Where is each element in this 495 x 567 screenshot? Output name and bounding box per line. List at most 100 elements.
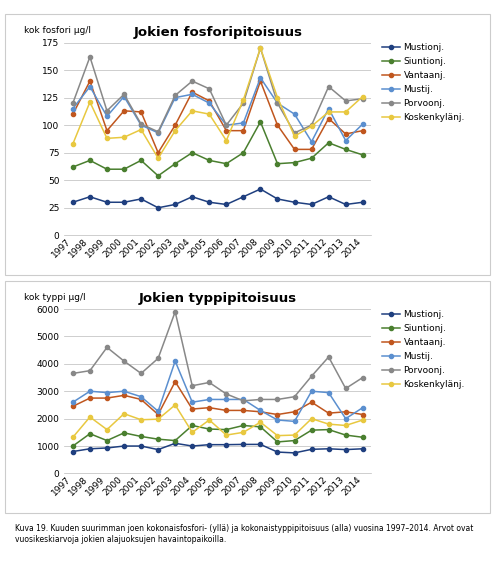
Koskenkylänj. xyxy=(121,411,127,417)
Porvoonj. xyxy=(308,122,314,129)
Koskenkylänj. xyxy=(189,107,195,114)
Vantaanj. xyxy=(87,395,93,401)
Koskenkylänj. xyxy=(206,417,212,424)
Mustij. xyxy=(257,74,263,81)
Koskenkylänj. xyxy=(189,429,195,435)
Koskenkylänj. xyxy=(292,431,297,438)
Mustionj. xyxy=(308,446,314,452)
Koskenkylänj. xyxy=(241,429,247,435)
Vantaanj. xyxy=(360,411,366,418)
Porvoonj. xyxy=(138,370,144,377)
Porvoonj. xyxy=(360,374,366,381)
Vantaanj. xyxy=(104,395,110,401)
Vantaanj. xyxy=(257,408,263,415)
Mustionj. xyxy=(172,201,178,208)
Porvoonj. xyxy=(308,373,314,379)
Koskenkylänj. xyxy=(326,108,332,115)
Porvoonj. xyxy=(343,385,348,392)
Mustionj. xyxy=(155,446,161,453)
Siuntionj. xyxy=(138,157,144,164)
Siuntionj. xyxy=(189,149,195,156)
Mustionj. xyxy=(206,199,212,206)
Koskenkylänj. xyxy=(104,135,110,142)
Vantaanj. xyxy=(189,88,195,95)
Line: Mustij.: Mustij. xyxy=(71,75,365,144)
Porvoonj. xyxy=(189,78,195,84)
Mustionj. xyxy=(360,199,366,206)
Vantaanj. xyxy=(326,410,332,417)
Vantaanj. xyxy=(343,408,348,415)
Porvoonj. xyxy=(155,355,161,362)
Vantaanj. xyxy=(308,399,314,405)
Vantaanj. xyxy=(155,149,161,156)
Siuntionj. xyxy=(275,160,281,167)
Vantaanj. xyxy=(121,392,127,399)
Vantaanj. xyxy=(87,78,93,84)
Mustij. xyxy=(104,113,110,120)
Line: Mustij.: Mustij. xyxy=(71,359,365,424)
Porvoonj. xyxy=(326,354,332,361)
Siuntionj. xyxy=(70,164,76,171)
Siuntionj. xyxy=(275,438,281,445)
Mustionj. xyxy=(257,185,263,192)
Mustij. xyxy=(121,93,127,100)
Porvoonj. xyxy=(206,86,212,92)
Mustionj. xyxy=(257,441,263,448)
Mustij. xyxy=(189,399,195,405)
Mustionj. xyxy=(223,201,229,208)
Vantaanj. xyxy=(206,98,212,104)
Siuntionj. xyxy=(257,119,263,125)
Siuntionj. xyxy=(155,172,161,179)
Koskenkylänj. xyxy=(275,432,281,439)
Vantaanj. xyxy=(206,404,212,411)
Title: Jokien fosforipitoisuus: Jokien fosforipitoisuus xyxy=(133,26,302,39)
Vantaanj. xyxy=(223,127,229,134)
Koskenkylänj. xyxy=(121,134,127,141)
Mustionj. xyxy=(292,450,297,456)
Porvoonj. xyxy=(121,358,127,365)
Siuntionj. xyxy=(121,429,127,436)
Mustionj. xyxy=(292,199,297,206)
Line: Siuntionj.: Siuntionj. xyxy=(71,424,365,448)
Mustionj. xyxy=(70,448,76,455)
Mustionj. xyxy=(275,196,281,202)
Koskenkylänj. xyxy=(223,431,229,438)
Vantaanj. xyxy=(155,411,161,418)
Mustionj. xyxy=(223,441,229,448)
Porvoonj. xyxy=(275,100,281,107)
Mustionj. xyxy=(206,441,212,448)
Vantaanj. xyxy=(241,127,247,134)
Porvoonj. xyxy=(87,367,93,374)
Vantaanj. xyxy=(257,78,263,84)
Mustij. xyxy=(206,100,212,107)
Line: Koskenkylänj.: Koskenkylänj. xyxy=(71,46,365,160)
Mustij. xyxy=(223,122,229,129)
Siuntionj. xyxy=(206,426,212,433)
Vantaanj. xyxy=(172,378,178,385)
Koskenkylänj. xyxy=(326,421,332,428)
Porvoonj. xyxy=(172,92,178,99)
Koskenkylänj. xyxy=(138,416,144,423)
Porvoonj. xyxy=(292,393,297,400)
Text: kok fosfori μg/l: kok fosfori μg/l xyxy=(24,26,92,35)
Mustij. xyxy=(155,408,161,414)
Mustij. xyxy=(155,129,161,136)
Mustij. xyxy=(172,358,178,365)
Siuntionj. xyxy=(308,427,314,434)
Koskenkylänj. xyxy=(70,141,76,147)
Porvoonj. xyxy=(104,344,110,351)
Siuntionj. xyxy=(87,157,93,164)
Koskenkylänj. xyxy=(155,416,161,422)
Mustij. xyxy=(87,83,93,90)
Porvoonj. xyxy=(104,107,110,114)
Legend: Mustionj., Siuntionj., Vantaanj., Mustij., Porvoonj., Koskenkylänj.: Mustionj., Siuntionj., Vantaanj., Mustij… xyxy=(382,43,465,122)
Mustij. xyxy=(104,389,110,396)
Vantaanj. xyxy=(138,108,144,115)
Mustionj. xyxy=(104,199,110,206)
Vantaanj. xyxy=(275,411,281,418)
Mustij. xyxy=(223,396,229,403)
Mustij. xyxy=(172,94,178,101)
Koskenkylänj. xyxy=(87,99,93,105)
Line: Mustionj.: Mustionj. xyxy=(71,441,365,455)
Koskenkylänj. xyxy=(275,94,281,101)
